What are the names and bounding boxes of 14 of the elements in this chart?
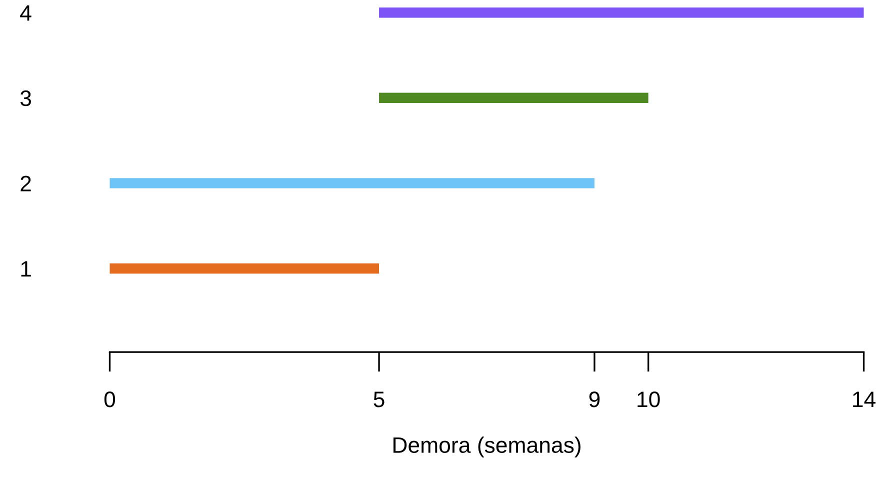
x-tick-label: 0 xyxy=(104,392,116,408)
bar xyxy=(110,178,594,188)
x-tick-label: 10 xyxy=(638,392,660,408)
x-tick-label: 5 xyxy=(374,392,384,408)
x-tick-label: 9 xyxy=(589,392,600,408)
bar xyxy=(110,263,380,274)
bar xyxy=(379,7,864,18)
x-tick-label: 14 xyxy=(853,392,876,408)
y-tick-label: 3 xyxy=(20,90,31,106)
y-tick-label: 4 xyxy=(20,5,32,21)
bar xyxy=(379,92,648,104)
y-tick-label: 2 xyxy=(20,176,31,192)
y-tick-label: 1 xyxy=(21,261,31,277)
x-axis-title: Demora (semanas) xyxy=(393,436,580,458)
